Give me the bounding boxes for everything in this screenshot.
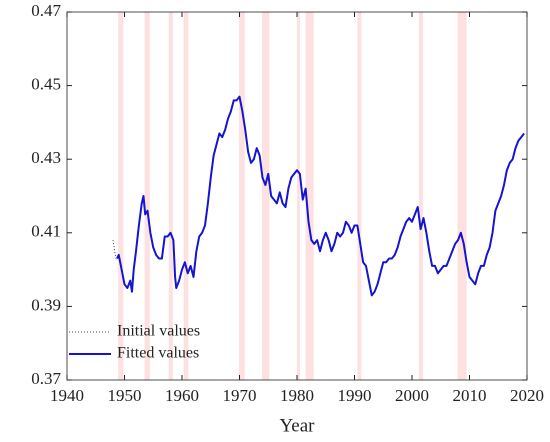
recession-band xyxy=(168,12,173,380)
x-axis-label: Year xyxy=(279,415,315,436)
x-tick-label: 1950 xyxy=(108,386,142,405)
x-tick-label: 1940 xyxy=(50,386,84,405)
y-tick-label: 0.43 xyxy=(31,148,61,167)
x-tick-label: 1960 xyxy=(165,386,199,405)
x-tick-label: 2020 xyxy=(510,386,544,405)
x-tick-label: 1980 xyxy=(280,386,314,405)
recession-band xyxy=(118,12,124,380)
line-series xyxy=(112,240,117,259)
recession-band xyxy=(305,12,314,380)
x-tick-label: 2010 xyxy=(453,386,487,405)
legend-label: Initial values xyxy=(117,323,200,340)
recession-band xyxy=(418,12,423,380)
x-tick-label: 1990 xyxy=(338,386,372,405)
recession-band xyxy=(457,12,467,380)
recession-band xyxy=(297,12,300,380)
line-series xyxy=(116,95,525,297)
recession-band xyxy=(183,12,189,380)
x-tick-label: 2000 xyxy=(395,386,429,405)
recession-band xyxy=(357,12,362,380)
y-tick-label: 0.45 xyxy=(31,75,61,94)
y-tick-label: 0.41 xyxy=(31,222,61,241)
recession-band xyxy=(261,12,270,380)
x-tick-label: 1970 xyxy=(223,386,257,405)
recession-band xyxy=(238,12,245,380)
y-tick-label: 0.47 xyxy=(31,1,61,20)
y-tick-label: 0.37 xyxy=(31,369,61,388)
y-tick-label: 0.39 xyxy=(31,295,61,314)
recession-band xyxy=(144,12,150,380)
legend-label: Fitted values xyxy=(117,345,199,362)
